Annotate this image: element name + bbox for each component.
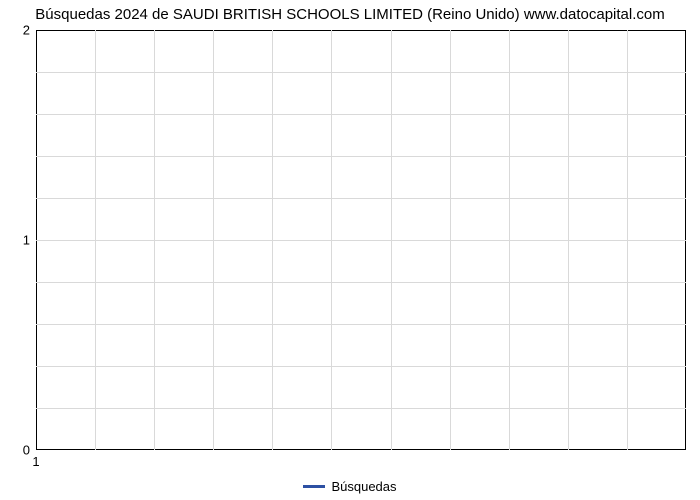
- grid-line-horizontal: [36, 156, 686, 157]
- grid-line-vertical: [272, 30, 273, 450]
- grid-line-vertical: [95, 30, 96, 450]
- chart-container: Búsquedas 2024 de SAUDI BRITISH SCHOOLS …: [0, 0, 700, 500]
- y-tick-label: 2: [23, 23, 30, 38]
- legend-swatch: [303, 485, 325, 488]
- plot-border: [36, 449, 686, 450]
- x-tick-label: 1: [32, 454, 39, 469]
- y-tick-label: 1: [23, 233, 30, 248]
- y-tick-label: 0: [23, 443, 30, 458]
- grid-line-vertical: [568, 30, 569, 450]
- grid-line-vertical: [509, 30, 510, 450]
- grid-line-horizontal: [36, 240, 686, 241]
- grid-line-horizontal: [36, 324, 686, 325]
- grid-line-vertical: [450, 30, 451, 450]
- grid-line-horizontal: [36, 408, 686, 409]
- grid-line-vertical: [391, 30, 392, 450]
- legend: Búsquedas: [0, 479, 700, 494]
- plot-area: 0121: [36, 30, 686, 450]
- grid-line-horizontal: [36, 198, 686, 199]
- grid-line-vertical: [213, 30, 214, 450]
- grid-line-horizontal: [36, 282, 686, 283]
- grid-line-vertical: [627, 30, 628, 450]
- grid-line-horizontal: [36, 114, 686, 115]
- legend-label: Búsquedas: [331, 479, 396, 494]
- plot-border: [36, 30, 686, 31]
- grid-line-vertical: [154, 30, 155, 450]
- chart-title: Búsquedas 2024 de SAUDI BRITISH SCHOOLS …: [0, 6, 700, 23]
- grid-line-horizontal: [36, 72, 686, 73]
- grid-line-vertical: [331, 30, 332, 450]
- grid-line-horizontal: [36, 366, 686, 367]
